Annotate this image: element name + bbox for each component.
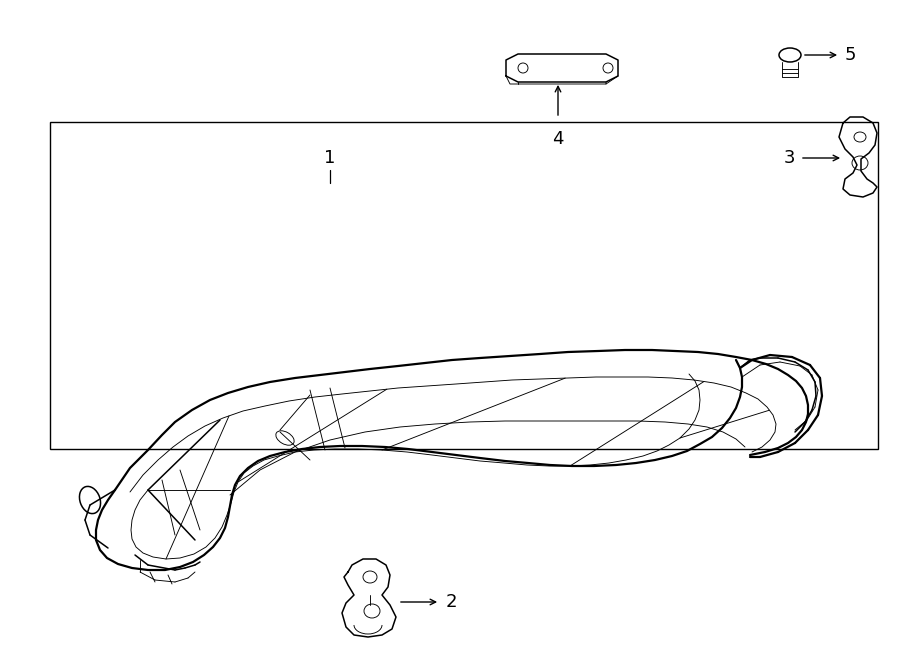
Ellipse shape — [603, 63, 613, 73]
Ellipse shape — [779, 48, 801, 62]
Text: 4: 4 — [553, 130, 563, 148]
Ellipse shape — [363, 571, 377, 583]
Text: 5: 5 — [845, 46, 857, 64]
Ellipse shape — [854, 132, 866, 142]
Ellipse shape — [79, 486, 101, 514]
Text: 3: 3 — [784, 149, 795, 167]
Text: 2: 2 — [446, 593, 457, 611]
Ellipse shape — [518, 63, 528, 73]
Ellipse shape — [275, 431, 294, 446]
Text: 1: 1 — [324, 149, 336, 167]
Ellipse shape — [364, 604, 380, 618]
Ellipse shape — [852, 156, 868, 170]
Bar — [50, 122, 877, 449]
